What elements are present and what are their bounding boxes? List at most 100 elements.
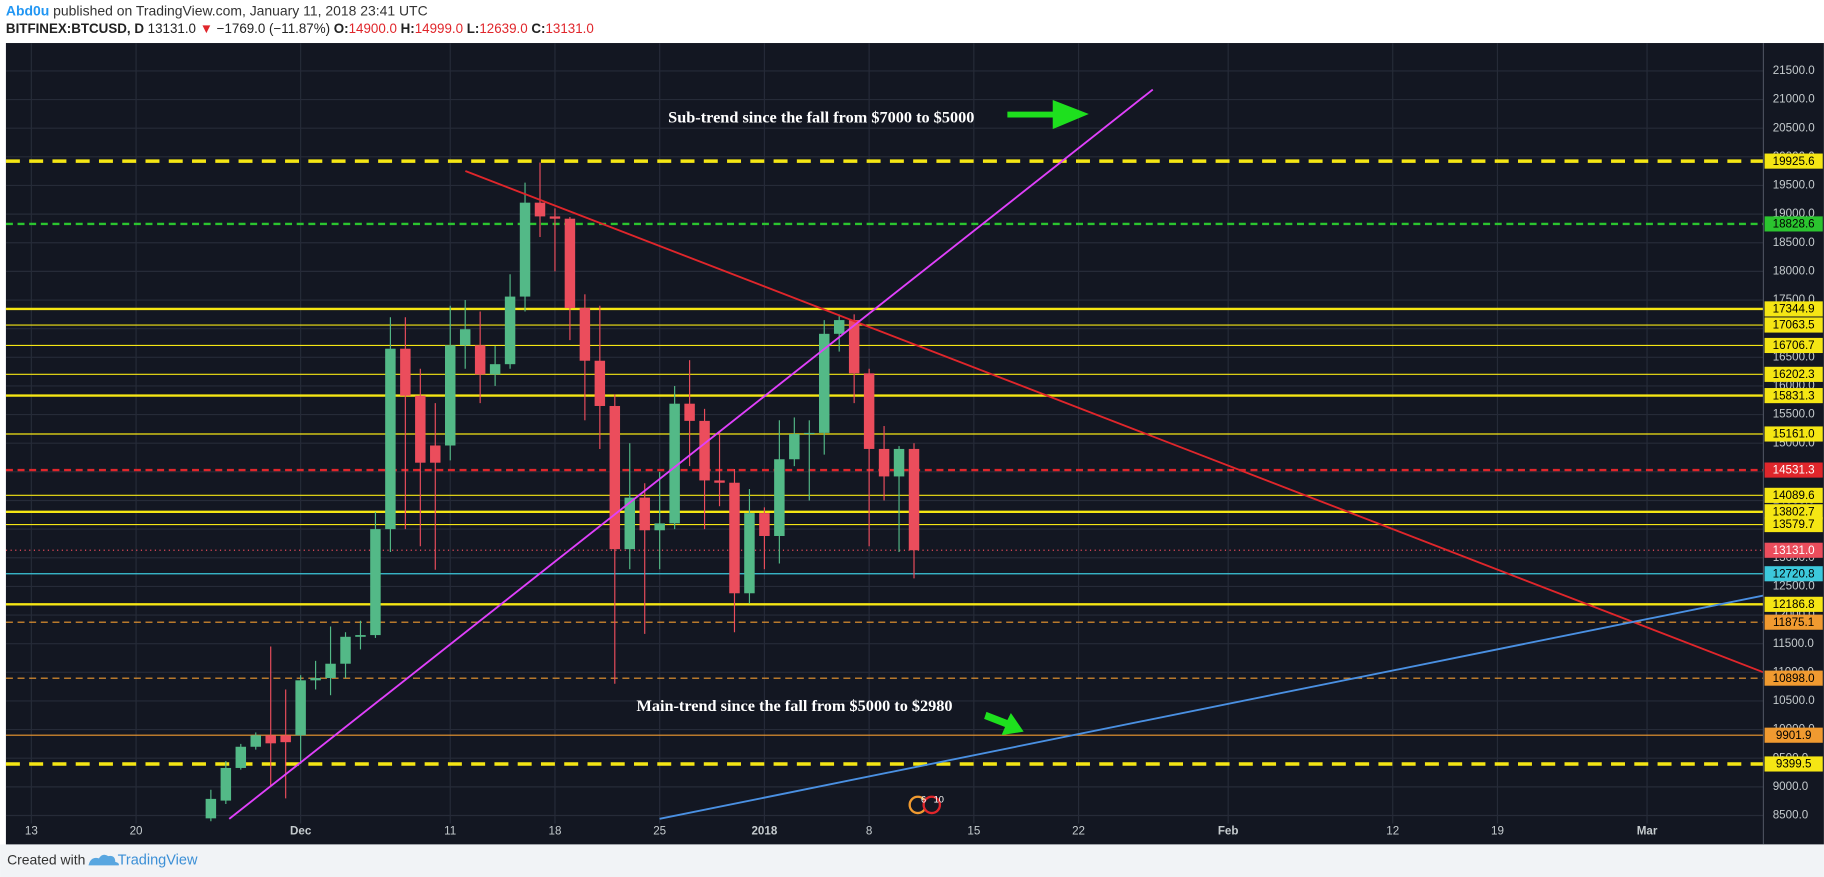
- candle-body: [549, 216, 561, 219]
- level-tag: [1764, 216, 1823, 232]
- candle-body: [415, 395, 426, 463]
- o-label: O:: [334, 21, 349, 36]
- y-tick-label: 8500.0: [1773, 809, 1809, 822]
- y-tick-label: 20500.0: [1773, 121, 1816, 134]
- level-tag: [1764, 504, 1823, 520]
- y-tick-label: 11500.0: [1773, 637, 1815, 650]
- arrow-icon: [1007, 100, 1089, 130]
- candle-body: [759, 513, 770, 536]
- candle-body: [205, 798, 217, 819]
- candle-body: [893, 448, 905, 477]
- level-label: 19925.6: [1773, 155, 1815, 168]
- candle-body: [669, 403, 680, 524]
- level-label: 9399.5: [1776, 758, 1812, 771]
- candle-body: [654, 523, 665, 531]
- level-tag: [1764, 542, 1823, 558]
- x-tick-label: 20: [130, 825, 143, 838]
- x-tick-label: 22: [1072, 825, 1085, 838]
- level-tag: [1764, 337, 1823, 354]
- level-tag: [1764, 153, 1823, 169]
- candle-body: [534, 202, 546, 217]
- candle-body: [370, 529, 381, 636]
- l-label: L:: [467, 21, 480, 36]
- level-label: 13579.7: [1773, 518, 1815, 531]
- c-label: C:: [531, 21, 545, 36]
- level-label: 10898.0: [1773, 672, 1816, 685]
- candle-body: [878, 448, 890, 477]
- level-tag: [1764, 366, 1823, 382]
- level-tag: [1764, 596, 1823, 612]
- candle-body: [220, 767, 232, 801]
- high: 14999.0: [415, 21, 463, 36]
- y-tick-label: 21500.0: [1773, 64, 1816, 77]
- y-tick-label: 19500.0: [1773, 179, 1816, 192]
- y-tick-label: 16500.0: [1773, 350, 1816, 363]
- price: 13131.0: [148, 21, 196, 36]
- low: 12639.0: [479, 21, 527, 36]
- h-label: H:: [401, 21, 415, 36]
- level-label: 9901.9: [1776, 729, 1812, 742]
- x-tick-label: Dec: [290, 825, 312, 838]
- level-label: 15161.0: [1773, 428, 1816, 441]
- candle-body: [445, 345, 456, 446]
- x-tick-label: 12: [1386, 825, 1399, 838]
- level-tag: [1764, 426, 1823, 442]
- change: −1769.0 (−11.87%): [217, 21, 330, 36]
- candle-body: [744, 513, 755, 594]
- candle-body: [504, 296, 516, 365]
- candles: [205, 162, 920, 822]
- candle-body: [325, 663, 336, 679]
- footer-bg: [0, 844, 1824, 877]
- level-tag: [1764, 670, 1823, 686]
- y-tick-label: 18000.0: [1773, 264, 1816, 277]
- level-label: 11875.1: [1773, 616, 1814, 629]
- candle-body: [400, 348, 411, 396]
- event-badge[interactable]: [922, 795, 942, 815]
- candle-body: [609, 405, 621, 550]
- x-tick-label: 13: [25, 825, 38, 838]
- level-tag: [1764, 614, 1823, 630]
- candle-body: [295, 680, 306, 736]
- candle-body: [908, 448, 920, 551]
- candle-body: [355, 635, 366, 637]
- x-tick-label: 25: [653, 825, 666, 838]
- x-tick-label: 15: [967, 825, 980, 838]
- candle-body: [639, 497, 650, 531]
- level-label: 16706.7: [1773, 339, 1815, 352]
- header-line: Abd0u published on TradingView.com, Janu…: [6, 2, 428, 18]
- x-tick-label: 11: [444, 825, 456, 838]
- x-tick-label: Mar: [1637, 825, 1658, 838]
- candle-body: [624, 497, 635, 550]
- candle-body: [564, 218, 576, 309]
- author[interactable]: Abd0u: [6, 2, 49, 18]
- candle-body: [310, 678, 321, 681]
- arrow-icon: [984, 711, 1024, 736]
- candle-body: [250, 735, 261, 747]
- level-tag: [1764, 462, 1823, 478]
- x-tick-label: Feb: [1218, 825, 1239, 838]
- candle-body: [774, 459, 785, 536]
- y-tick-label: 18500.0: [1773, 236, 1816, 249]
- trendlines: [228, 88, 1764, 820]
- level-tag: [1764, 487, 1823, 503]
- candle-body: [459, 329, 471, 346]
- candle-body: [804, 432, 815, 435]
- y-tick-label: 21000.0: [1773, 93, 1816, 106]
- level-tag: [1764, 756, 1823, 772]
- candle-body: [280, 735, 291, 743]
- candle-body: [848, 320, 860, 374]
- x-tick-label: 18: [548, 825, 561, 838]
- x-tick-label: 8: [866, 825, 872, 838]
- candle-body: [684, 403, 695, 421]
- trendline: [228, 88, 1154, 820]
- level-tag: [1764, 388, 1823, 404]
- level-label: 14531.3: [1773, 464, 1815, 477]
- level-label: 18828.6: [1773, 218, 1815, 231]
- level-tag: [1764, 317, 1823, 333]
- levels: [5, 159, 1764, 766]
- level-label: 14089.6: [1773, 489, 1815, 502]
- candle-body: [235, 746, 247, 768]
- footer-brand[interactable]: TradingView: [118, 853, 198, 869]
